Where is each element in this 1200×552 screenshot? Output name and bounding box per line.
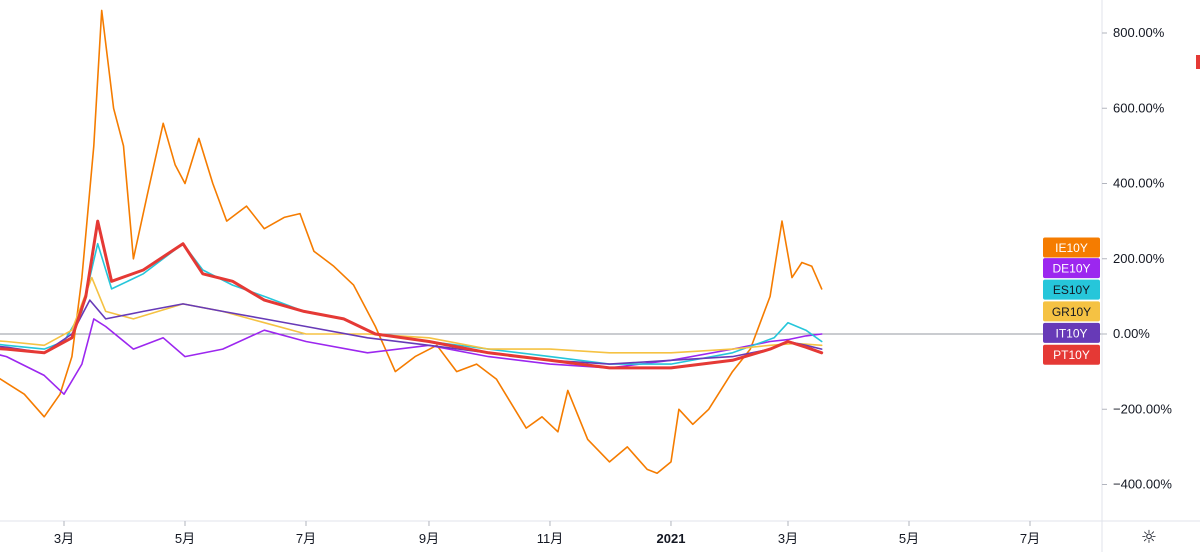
- x-tick-label: 2021: [657, 531, 686, 546]
- series-tag-it10y: IT10Y: [1043, 322, 1100, 343]
- series-tag-box: [1043, 322, 1100, 343]
- x-tick-label: 7月: [296, 531, 316, 546]
- series-tag-box: [1043, 258, 1100, 279]
- x-axis[interactable]: 3月 5月 7月 9月 11月 2021 3月 5月 7月: [54, 521, 1040, 546]
- y-tick-label: −400.00%: [1113, 477, 1172, 492]
- y-tick-label: −200.00%: [1113, 401, 1172, 416]
- series-tag-gr10y: GR10Y: [1043, 301, 1100, 322]
- x-tick-label: 11月: [537, 531, 564, 546]
- x-tick-label: 5月: [175, 531, 195, 546]
- series-tag-de10y: DE10Y: [1043, 258, 1100, 279]
- series-tag-box: [1043, 301, 1100, 322]
- series-tag-ie10y: IE10Y: [1043, 237, 1100, 258]
- series-line-es10y[interactable]: [0, 242, 823, 365]
- y-tick-label: 600.00%: [1113, 100, 1165, 115]
- series-line-de10y[interactable]: [0, 318, 823, 395]
- series-layer[interactable]: [0, 9, 824, 474]
- series-tag-label: ES10Y: [1053, 283, 1090, 297]
- y-axis[interactable]: 800.00% 600.00% 400.00% 200.00% 0.00% −200.00…: [1102, 25, 1172, 492]
- x-tick-label: 3月: [778, 531, 798, 546]
- series-line-gr10y[interactable]: [0, 276, 823, 354]
- series-tag-label: IT10Y: [1055, 326, 1087, 340]
- y-tick-label: 0.00%: [1113, 326, 1150, 341]
- series-tag-box: [1043, 344, 1100, 365]
- x-tick-label: 7月: [1020, 531, 1040, 546]
- series-tag-label: IE10Y: [1055, 241, 1088, 255]
- series-tag-es10y: ES10Y: [1043, 279, 1100, 300]
- x-tick-label: 5月: [899, 531, 919, 546]
- series-tag-label: PT10Y: [1053, 348, 1090, 362]
- series-line-ie10y[interactable]: [0, 9, 823, 474]
- y-tick-label: 200.00%: [1113, 251, 1165, 266]
- gear-icon[interactable]: ☼: [1141, 527, 1157, 548]
- series-tag-box: [1043, 279, 1100, 300]
- right-edge-marker: [1196, 55, 1200, 69]
- series-line-it10y[interactable]: [0, 299, 823, 365]
- x-tick-label: 9月: [419, 531, 439, 546]
- series-tag-box: [1043, 237, 1100, 258]
- series-tag-label: GR10Y: [1052, 305, 1091, 319]
- y-tick-label: 400.00%: [1113, 176, 1165, 191]
- series-tags: IE10Y DE10Y ES10Y GR10Y IT10Y PT10Y: [1043, 237, 1100, 365]
- x-tick-label: 3月: [54, 531, 74, 546]
- series-tag-pt10y: PT10Y: [1043, 344, 1100, 365]
- series-line-pt10y[interactable]: [0, 219, 824, 370]
- y-tick-label: 800.00%: [1113, 25, 1165, 40]
- series-tag-label: DE10Y: [1052, 262, 1090, 276]
